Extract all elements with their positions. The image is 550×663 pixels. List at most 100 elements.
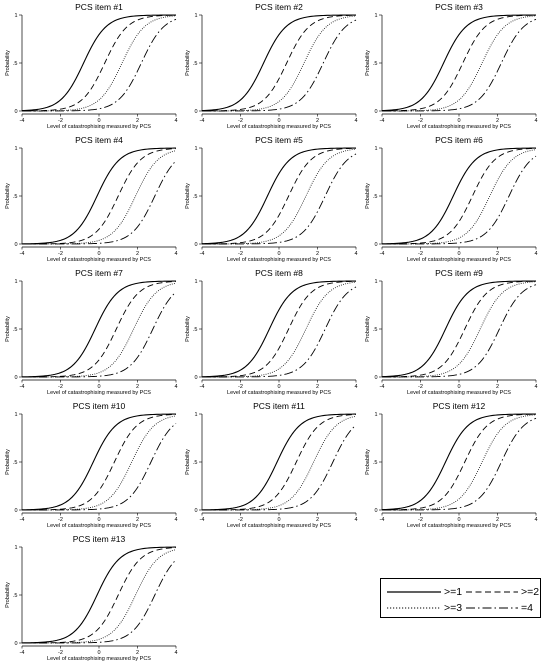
x-tick-label: 4	[354, 251, 357, 257]
x-tick-label: -4	[20, 251, 25, 257]
panel-title: PCS item #8	[255, 268, 303, 278]
y-axis-label: Probability	[5, 183, 11, 209]
x-tick-label: -4	[20, 118, 25, 124]
panel-title: PCS item #7	[75, 268, 123, 278]
x-tick-label: 2	[136, 384, 139, 390]
y-tick-label: 1	[374, 146, 377, 152]
x-axis-label: Level of catastrophising measured by PCS	[407, 124, 511, 130]
x-tick-label: 0	[97, 384, 100, 390]
y-tick-label: 1	[374, 279, 377, 285]
y-tick-label: .5	[373, 327, 378, 333]
curve-ge2	[381, 280, 537, 378]
y-tick-label: .5	[373, 194, 378, 200]
x-tick-label: -4	[380, 384, 385, 390]
x-tick-label: 4	[534, 118, 537, 124]
y-tick-label: .5	[193, 194, 198, 200]
y-tick-label: 1	[14, 13, 17, 19]
x-tick-label: 2	[316, 251, 319, 257]
y-axis-label: Probability	[5, 449, 11, 475]
curve-eq4	[22, 559, 177, 644]
x-axis-label: Level of catastrophising measured by PCS	[227, 124, 331, 130]
curve-ge3	[382, 281, 537, 378]
x-tick-label: 4	[534, 517, 537, 523]
x-tick-label: 2	[316, 384, 319, 390]
curve-ge1	[201, 14, 356, 112]
x-tick-label: -2	[418, 517, 423, 523]
y-tick-label: .5	[373, 61, 378, 67]
curve-ge2	[22, 413, 177, 511]
x-tick-label: 2	[316, 118, 319, 124]
chart-legend: >=1 >=2 >=3 =4	[380, 578, 541, 618]
panel-title: PCS item #12	[433, 401, 486, 411]
x-tick-label: -2	[58, 251, 63, 257]
curve-eq4	[382, 284, 537, 378]
panel-7: PCS item #7 0 .5 1 -4 -2 0 2 4 Level of catastrop…	[5, 268, 178, 396]
panel-12: PCS item #12 0 .5 1 -4 -2 0 2 4 Level of catastro…	[365, 401, 538, 529]
curve-ge1	[381, 413, 537, 511]
x-tick-label: -4	[200, 517, 205, 523]
y-tick-label: 0	[374, 508, 377, 514]
legend-label-ge3: >=3	[444, 602, 463, 614]
y-tick-label: 0	[14, 109, 17, 115]
curve-ge2	[201, 414, 357, 511]
legend-label-eq4: =4	[521, 602, 533, 614]
curve-ge3	[202, 415, 357, 511]
curve-ge3	[202, 148, 357, 245]
x-tick-label: -4	[20, 517, 25, 523]
curve-ge1	[21, 413, 177, 511]
curve-ge1	[201, 413, 357, 511]
curve-ge1	[381, 14, 536, 112]
curve-ge1	[21, 546, 177, 644]
y-axis-label: Probability	[365, 316, 371, 342]
x-tick-label: -2	[58, 118, 63, 124]
y-tick-label: .5	[373, 460, 378, 466]
curve-eq4	[22, 18, 177, 112]
curve-ge2	[202, 280, 357, 378]
x-tick-label: 2	[136, 118, 139, 124]
x-tick-label: -2	[238, 118, 243, 124]
curve-eq4	[202, 286, 357, 378]
legend-label-ge1: >=1	[444, 586, 463, 598]
y-tick-label: 1	[14, 545, 17, 551]
x-tick-label: -2	[58, 517, 63, 523]
curve-ge2	[22, 547, 177, 644]
y-axis-label: Probability	[185, 50, 191, 76]
y-tick-label: 0	[374, 242, 377, 248]
y-tick-label: 1	[194, 279, 197, 285]
panel-8: PCS item #8 0 .5 1 -4 -2 0 2 4 Level of catastrop…	[185, 268, 358, 396]
curve-ge1	[21, 280, 177, 378]
y-tick-label: 1	[194, 13, 197, 19]
x-tick-label: 4	[354, 384, 357, 390]
curve-ge3	[202, 15, 357, 112]
curve-eq4	[202, 19, 357, 112]
y-tick-label: 0	[14, 242, 17, 248]
panel-5: PCS item #5 0 .5 1 -4 -2 0 2 4 Level of catastrop…	[185, 135, 358, 263]
curve-ge2	[202, 147, 357, 245]
x-tick-label: 2	[496, 251, 499, 257]
y-tick-label: .5	[13, 327, 18, 333]
y-axis-label: Probability	[5, 582, 11, 608]
y-tick-label: 0	[194, 242, 197, 248]
x-tick-label: 4	[174, 384, 177, 390]
curve-eq4	[22, 160, 177, 245]
y-tick-label: 1	[14, 146, 17, 152]
x-tick-label: 2	[136, 251, 139, 257]
x-tick-label: 4	[354, 118, 357, 124]
x-tick-label: 4	[174, 650, 177, 656]
x-tick-label: 0	[97, 517, 100, 523]
curve-ge1	[201, 280, 356, 378]
panel-11: PCS item #11 0 .5 1 -4 -2 0 2 4 Level of catastro…	[185, 401, 358, 529]
x-tick-label: -4	[20, 650, 25, 656]
curve-ge3	[21, 15, 177, 112]
y-tick-label: 1	[374, 13, 377, 19]
curve-ge3	[22, 282, 177, 378]
x-axis-label: Level of catastrophising measured by PCS	[407, 523, 511, 529]
y-tick-label: .5	[13, 194, 18, 200]
x-axis-label: Level of catastrophising measured by PCS	[47, 390, 151, 396]
y-tick-label: 1	[14, 279, 17, 285]
y-tick-label: .5	[193, 61, 198, 67]
panel-title: PCS item #13	[73, 534, 126, 544]
x-tick-label: -4	[380, 118, 385, 124]
x-tick-label: 0	[457, 517, 460, 523]
y-tick-label: .5	[13, 593, 18, 599]
